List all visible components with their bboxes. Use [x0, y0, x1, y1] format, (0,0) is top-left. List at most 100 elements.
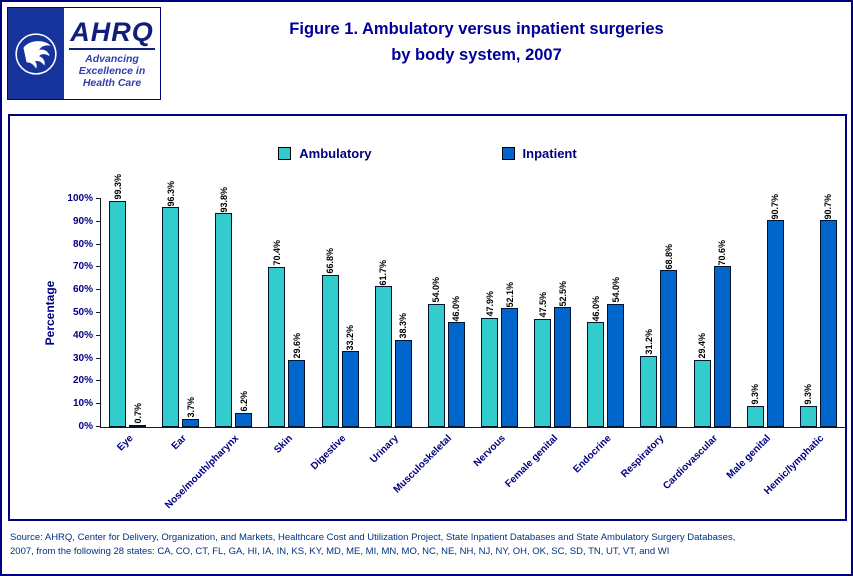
y-tick-mark [96, 266, 101, 268]
y-tick-label: 90% [72, 215, 93, 227]
bar-value-label: 3.7% [185, 397, 196, 418]
ahrq-tagline-line3: Health Care [82, 77, 142, 90]
y-tick-label: 10% [72, 398, 93, 410]
inpatient-bar: 68.8% [660, 244, 678, 427]
y-tick-label: 40% [72, 329, 93, 341]
y-tick-mark [96, 380, 101, 382]
bar-value-label: 29.6% [291, 332, 302, 359]
bar-group: 29.4% 70.6% Cardiovascular [661, 199, 739, 492]
y-tick-mark [96, 357, 101, 359]
category-label: Digestive [308, 433, 348, 473]
ambulatory-bar: 61.7% [374, 260, 392, 427]
ahrq-logo: AHRQ Advancing Excellence in Health Care [64, 8, 160, 99]
bar-value-label: 6.2% [238, 391, 249, 412]
ahrq-tagline-line2: Excellence in [78, 65, 146, 78]
ambulatory-bar: 93.8% [215, 187, 233, 427]
legend: Ambulatory Inpatient [10, 146, 845, 161]
chart-container: Ambulatory Inpatient Percentage 0% 10% 20%… [8, 114, 847, 521]
inpatient-bar: 38.3% [394, 313, 412, 427]
bar-value-label: 96.3% [165, 180, 176, 207]
category-label: Cardiovascular [661, 433, 720, 492]
y-tick-label: 70% [72, 261, 93, 273]
y-tick-mark [96, 220, 101, 222]
hhs-logo [8, 8, 64, 99]
category-label: Musculoskeletal [391, 433, 455, 496]
category-label: Skin [272, 433, 295, 456]
category-label: Respiratory [619, 433, 667, 481]
ahrq-logo-text: AHRQ [70, 16, 154, 47]
bar-value-label: 29.4% [697, 333, 708, 359]
inpatient-bar: 6.2% [235, 391, 253, 427]
bar-value-label: 93.8% [218, 186, 229, 213]
hhs-eagle-icon [15, 32, 57, 75]
ahrq-logo-rule [69, 48, 155, 51]
bar-group: 47.5% 52.5% Female genital [504, 199, 579, 490]
ambulatory-bar: 47.9% [481, 291, 499, 427]
figure-title-line1: Figure 1. Ambulatory versus inpatient su… [289, 20, 664, 38]
ambulatory-bar: 47.5% [534, 292, 552, 427]
legend-item-inpatient: Inpatient [501, 146, 577, 161]
y-tick-mark [96, 289, 101, 291]
bar-value-label: 54.0% [431, 277, 442, 303]
ambulatory-bar: 29.4% [693, 333, 711, 427]
category-label: Urinary [368, 433, 402, 466]
bar-group: 96.3% 3.7% Ear [154, 181, 207, 452]
category-label: Female genital [503, 433, 561, 490]
bar-value-label: 66.8% [325, 248, 336, 274]
inpatient-bar: 33.2% [341, 325, 359, 427]
ambulatory-bar: 96.3% [162, 181, 180, 427]
inpatient-bar: 90.7% [819, 194, 837, 427]
bar-value-label: 46.0% [590, 295, 601, 322]
y-tick-label: 50% [72, 307, 93, 318]
ambulatory-bar: 9.3% [799, 384, 817, 427]
y-tick-label: 30% [72, 352, 93, 364]
bar-group: 66.8% 33.2% Digestive [309, 199, 367, 472]
bar-value-label: 9.3% [803, 384, 814, 405]
bar-value-label: 61.7% [378, 259, 389, 286]
y-tick-mark [96, 243, 101, 245]
logo-box: AHRQ Advancing Excellence in Health Care [7, 7, 161, 100]
bar-group: 9.3% 90.7% Male genital [725, 194, 792, 481]
y-tick-mark [96, 198, 101, 199]
bar-value-label: 99.3% [112, 174, 123, 200]
inpatient-bar: 54.0% [607, 277, 625, 427]
category-label: Eye [114, 433, 136, 454]
category-label: Ear [169, 433, 189, 453]
source-note-line2: 2007, from the following 28 states: CA, … [10, 545, 670, 557]
bar-group: 70.4% 29.6% Skin [260, 199, 313, 456]
bar-groups: 99.3% 0.7% Eye 96.3% 3.7% Ear 93.8% 6.2% Nose/mo… [101, 174, 845, 511]
bar-value-label: 52.1% [504, 281, 515, 308]
bar-value-label: 47.5% [537, 292, 548, 318]
source-note-line1: Source: AHRQ, Center for Delivery, Organ… [10, 532, 736, 543]
bar-value-label: 70.6% [717, 239, 728, 266]
bar-value-label: 68.8% [663, 243, 674, 270]
bar-value-label: 0.7% [132, 403, 143, 424]
ambulatory-bar: 66.8% [321, 248, 339, 427]
inpatient-bar: 52.5% [554, 281, 572, 427]
category-label: Nervous [471, 433, 508, 470]
ambulatory-swatch-icon [278, 147, 292, 160]
ambulatory-legend-label: Ambulatory [299, 146, 372, 161]
bar-group: 61.7% 38.3% Urinary [367, 199, 420, 466]
figure-title: Figure 1. Ambulatory versus inpatient su… [162, 17, 791, 68]
inpatient-bar: 3.7% [182, 397, 200, 427]
bar-value-label: 70.4% [271, 239, 282, 266]
bar-value-label: 46.0% [451, 295, 462, 322]
bar-group: 9.3% 90.7% Hemic/lymphatic [762, 194, 845, 497]
y-tick-mark [96, 403, 101, 405]
inpatient-legend-label: Inpatient [522, 146, 577, 161]
y-tick-mark [96, 312, 101, 313]
bar-value-label: 33.2% [345, 324, 356, 351]
ahrq-tagline-line1: Advancing [85, 53, 139, 66]
category-label: Male genital [724, 433, 774, 482]
ambulatory-bar: 31.2% [640, 329, 658, 427]
bar-value-label: 52.5% [557, 280, 568, 307]
ambulatory-bar: 46.0% [587, 296, 605, 427]
y-tick-label: 100% [67, 193, 93, 204]
bar-value-label: 31.2% [643, 329, 654, 355]
plot-area: 0% 10% 20% 30% 40% 50% 60% 70% 80% 90% 100% 99.3% 0… [67, 174, 845, 511]
bar-group: 54.0% 46.0% Musculoskeletal [392, 199, 473, 495]
bar-group: 93.8% 6.2% Nose/mouth/pharynx [164, 187, 260, 511]
inpatient-bar: 52.1% [501, 282, 519, 427]
ahrq-tagline: Advancing Excellence in Health Care [79, 53, 146, 89]
